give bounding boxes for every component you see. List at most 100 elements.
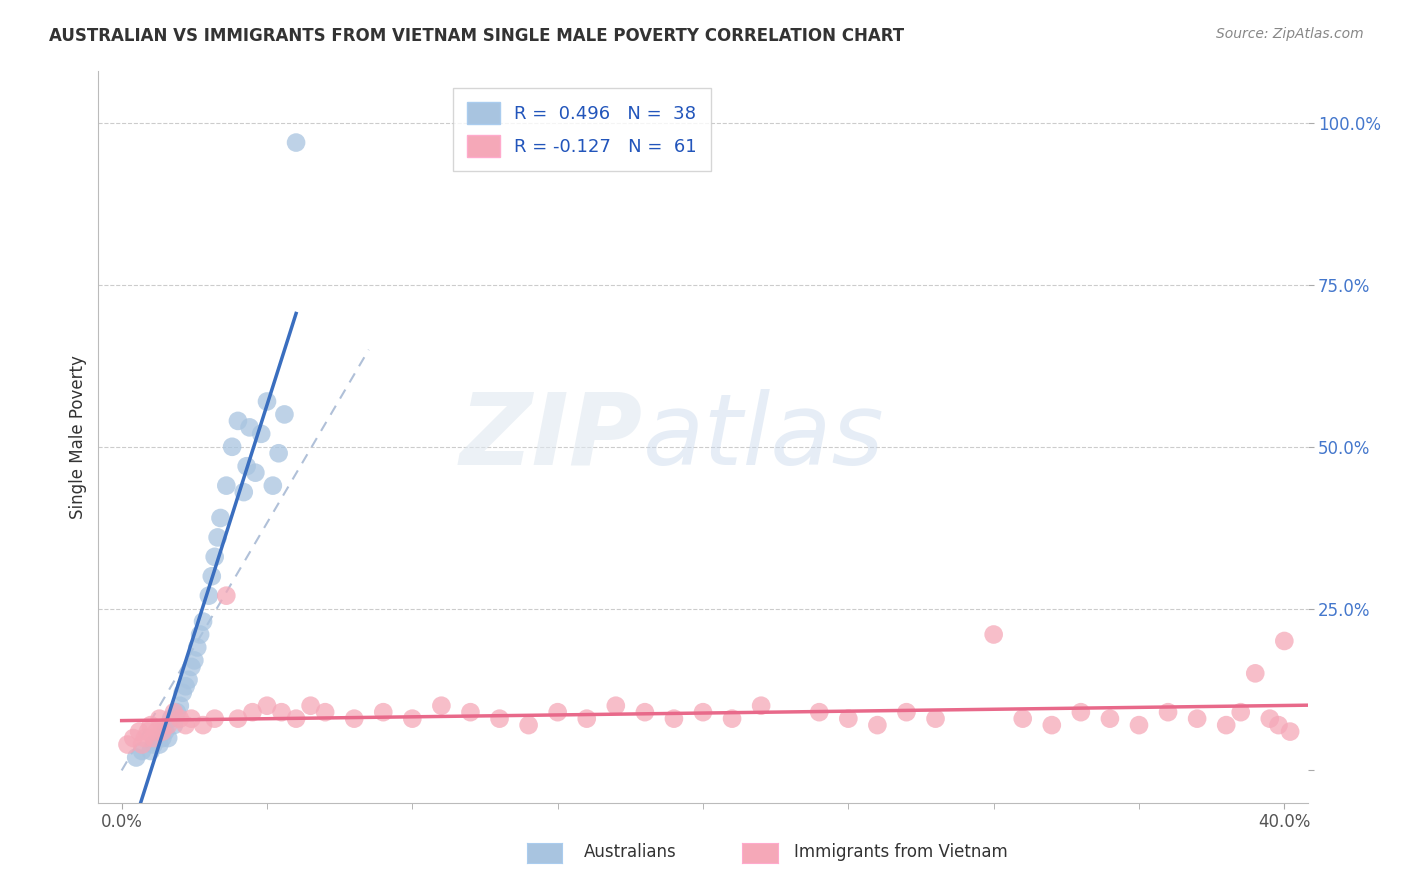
Point [1040,718,1063,732]
Text: ZIP: ZIP [460,389,643,485]
Point [128,724,150,739]
Point [1258,712,1281,726]
Point [145,724,167,739]
Point [163,718,186,732]
Point [1098,712,1121,726]
Point [204,549,226,564]
Point [226,414,249,428]
Point [634,705,657,719]
Point [207,530,229,544]
Point [117,738,139,752]
Point [239,420,262,434]
Point [191,615,214,629]
Point [166,705,188,719]
Point [125,750,148,764]
Point [1229,705,1251,719]
Point [1128,718,1150,732]
Point [343,712,366,726]
Y-axis label: Single Male Poverty: Single Male Poverty [69,355,87,519]
Point [215,478,238,492]
Point [204,712,226,726]
Point [169,698,191,713]
Point [273,408,295,422]
Point [174,679,197,693]
Point [131,744,153,758]
Point [148,712,170,726]
Point [749,698,772,713]
Point [131,738,153,752]
Text: Source: ZipAtlas.com: Source: ZipAtlas.com [1216,27,1364,41]
Point [267,446,290,460]
Text: Immigrants from Vietnam: Immigrants from Vietnam [794,843,1008,861]
Point [174,718,197,732]
Point [662,712,685,726]
Point [245,466,267,480]
Text: atlas: atlas [643,389,884,485]
Point [285,136,308,150]
Point [215,589,238,603]
Point [983,627,1005,641]
Point [226,712,249,726]
Text: Australians: Australians [583,843,676,861]
Point [270,705,292,719]
Point [169,712,191,726]
Point [866,718,889,732]
Point [1272,634,1295,648]
Point [1070,705,1092,719]
Point [896,705,918,719]
Point [221,440,243,454]
Point [186,640,208,655]
Point [373,705,395,719]
Point [314,705,336,719]
Point [160,712,183,726]
Point [1215,718,1237,732]
Point [1011,712,1033,726]
Point [517,718,540,732]
Point [172,686,194,700]
Point [256,698,278,713]
Point [142,731,165,745]
Point [488,712,510,726]
Point [430,698,453,713]
Point [136,724,159,739]
Point [1244,666,1267,681]
Point [157,718,180,732]
Point [150,724,173,739]
Point [262,478,284,492]
Point [808,705,831,719]
Point [547,705,569,719]
Point [1157,705,1180,719]
Point [837,712,859,726]
Point [242,705,264,719]
Point [1185,712,1208,726]
Point [198,589,221,603]
Point [605,698,627,713]
Point [235,459,257,474]
Point [401,712,423,726]
Point [209,511,232,525]
Point [180,712,202,726]
Point [188,627,211,641]
Point [134,731,156,745]
Point [157,731,180,745]
Point [122,731,145,745]
Point [139,718,162,732]
Point [191,718,214,732]
Point [1267,718,1289,732]
Point [285,712,308,726]
Point [460,705,482,719]
Point [721,712,744,726]
Point [1279,724,1302,739]
Point [201,569,224,583]
Point [180,660,202,674]
Point [150,731,173,745]
Point [142,738,165,752]
Point [256,394,278,409]
Point [232,485,254,500]
Point [692,705,714,719]
Point [163,705,186,719]
Point [148,738,170,752]
Text: AUSTRALIAN VS IMMIGRANTS FROM VIETNAM SINGLE MALE POVERTY CORRELATION CHART: AUSTRALIAN VS IMMIGRANTS FROM VIETNAM SI… [49,27,904,45]
Point [575,712,598,726]
Legend: R =  0.496   N =  38, R = -0.127   N =  61: R = 0.496 N = 38, R = -0.127 N = 61 [453,87,711,171]
